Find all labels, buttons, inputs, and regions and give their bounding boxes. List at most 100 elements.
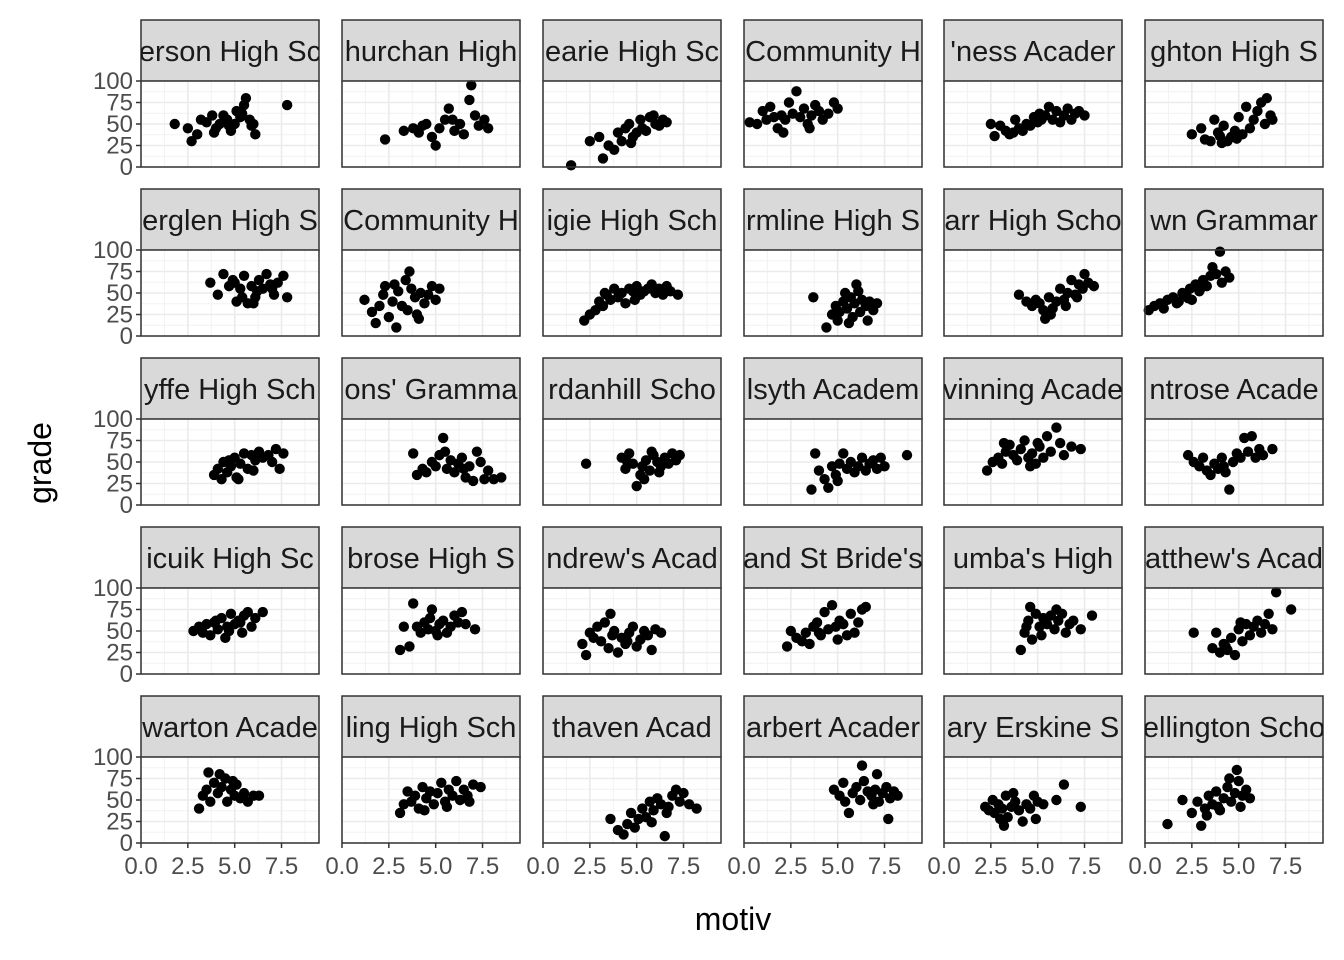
panel-border bbox=[1144, 756, 1324, 844]
data-point bbox=[248, 465, 259, 476]
data-point bbox=[227, 775, 239, 787]
data-point bbox=[193, 803, 205, 814]
facet-panel: umba's High bbox=[943, 526, 1123, 675]
x-tick-label: 7.5 bbox=[1269, 853, 1302, 880]
data-point bbox=[811, 617, 823, 628]
data-point bbox=[1013, 805, 1025, 816]
facet-strip bbox=[943, 695, 1123, 758]
data-point bbox=[430, 461, 441, 472]
data-point bbox=[1209, 114, 1220, 125]
data-point bbox=[1017, 816, 1028, 827]
data-point bbox=[1196, 820, 1207, 831]
facet-strip-label: Community H bbox=[745, 36, 921, 68]
data-point bbox=[1019, 435, 1030, 446]
facet-strip-label: rdanhill Scho bbox=[548, 374, 716, 406]
data-point bbox=[205, 796, 216, 807]
facet-panel: vinning Acade bbox=[943, 357, 1123, 506]
data-point bbox=[1255, 627, 1267, 638]
data-point bbox=[251, 286, 263, 297]
facet-panel: atthew's Acad bbox=[1144, 526, 1324, 675]
data-point bbox=[434, 123, 445, 134]
data-point bbox=[856, 452, 868, 463]
data-point bbox=[1237, 636, 1248, 647]
data-point bbox=[496, 472, 507, 483]
data-point bbox=[871, 769, 883, 780]
y-tick-label: 25 bbox=[106, 302, 133, 329]
facet-panel: arr High Scho bbox=[943, 188, 1123, 337]
data-point bbox=[236, 627, 248, 638]
data-point bbox=[1244, 793, 1256, 804]
data-point bbox=[430, 140, 441, 151]
data-point bbox=[804, 638, 815, 650]
data-point bbox=[1244, 123, 1256, 134]
facet-panel: brose High S bbox=[341, 526, 521, 675]
data-point bbox=[479, 474, 490, 485]
facet-panel: earie High Sc bbox=[542, 19, 722, 171]
facet-strip-label: arr High Scho bbox=[944, 205, 1121, 237]
data-point bbox=[242, 606, 253, 618]
panel-border bbox=[341, 756, 521, 844]
data-point bbox=[1010, 796, 1021, 807]
data-point bbox=[584, 136, 596, 147]
data-point bbox=[605, 813, 616, 825]
x-tick-label: 2.5 bbox=[573, 853, 606, 880]
facet-panel: and St Bride's bbox=[743, 526, 923, 675]
y-tick-label: 75 bbox=[106, 766, 133, 793]
data-point bbox=[212, 289, 224, 300]
data-point bbox=[618, 829, 629, 840]
facet-panel: ons' Gramma bbox=[341, 357, 521, 506]
data-point bbox=[623, 448, 635, 459]
data-point bbox=[1225, 796, 1237, 807]
data-point bbox=[218, 268, 229, 280]
x-axis-title: motiv bbox=[695, 901, 771, 937]
data-point bbox=[1086, 610, 1098, 621]
data-point bbox=[1267, 624, 1278, 635]
data-point bbox=[469, 110, 481, 121]
x-tick-label: 0.0 bbox=[526, 853, 559, 880]
facet-strip-label: earie High Sc bbox=[545, 36, 719, 68]
facet-strip-label: rmline High S bbox=[746, 205, 920, 237]
data-point bbox=[892, 790, 903, 801]
panel-border bbox=[743, 80, 923, 168]
data-point bbox=[201, 117, 212, 128]
data-point bbox=[1211, 268, 1222, 280]
facet-strip bbox=[140, 526, 320, 589]
data-point bbox=[216, 474, 227, 485]
data-point bbox=[409, 790, 421, 801]
facet-panel: rdanhill Scho bbox=[542, 357, 722, 506]
data-point bbox=[253, 790, 265, 801]
data-point bbox=[635, 114, 646, 125]
facet-strip bbox=[743, 357, 923, 420]
data-point bbox=[1224, 272, 1235, 283]
data-point bbox=[1192, 796, 1203, 807]
y-tick-label: 75 bbox=[106, 428, 133, 455]
data-point bbox=[839, 796, 851, 807]
data-point bbox=[236, 292, 248, 303]
data-point bbox=[832, 475, 843, 487]
data-point bbox=[1196, 282, 1207, 294]
data-point bbox=[1224, 773, 1235, 784]
data-point bbox=[620, 298, 631, 309]
data-point bbox=[430, 294, 441, 306]
data-point bbox=[421, 467, 432, 478]
data-point bbox=[1263, 608, 1274, 619]
data-point bbox=[248, 118, 259, 130]
data-point bbox=[387, 296, 398, 307]
data-point bbox=[250, 129, 261, 140]
data-point bbox=[832, 103, 843, 114]
y-tick-label: 50 bbox=[106, 111, 133, 138]
data-point bbox=[235, 617, 246, 628]
x-tick-label: 7.5 bbox=[265, 853, 298, 880]
data-point bbox=[996, 458, 1008, 469]
facet-strip-label: ghton High S bbox=[1150, 36, 1318, 68]
data-point bbox=[482, 465, 494, 476]
facet-panel: rmline High S bbox=[743, 188, 923, 337]
data-point bbox=[212, 624, 224, 635]
data-point bbox=[838, 777, 849, 788]
data-point bbox=[281, 292, 293, 303]
data-point bbox=[225, 608, 237, 619]
facet-strip-label: ndrew's Acad bbox=[546, 543, 718, 575]
facet-panel: arbert Acader 0.0 2.5 5.0 7.5 bbox=[727, 695, 923, 880]
